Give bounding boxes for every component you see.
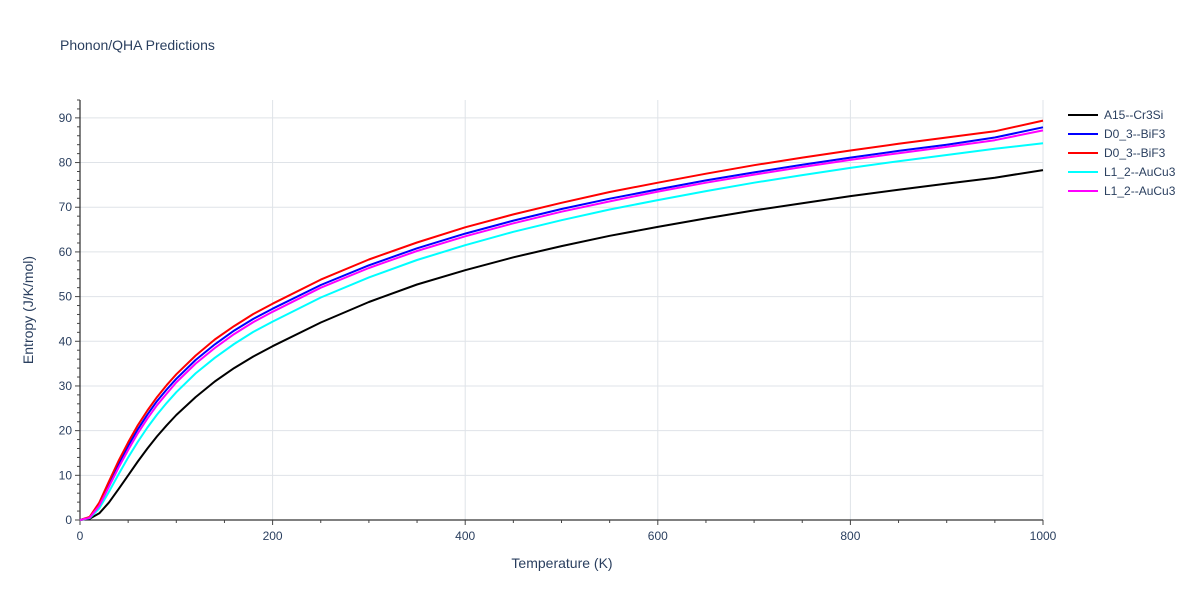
- series-line-3: [79, 142, 1044, 521]
- x-tick-label: 400: [455, 529, 475, 543]
- series-line-4: [79, 129, 1044, 521]
- x-tick-label: 600: [648, 529, 668, 543]
- x-tick-label: 200: [263, 529, 283, 543]
- series-line-2: [79, 119, 1044, 521]
- axes: 0 200 400 600 800 1000 0 10 20 30 40 50 60 70 80 90: [59, 99, 1057, 543]
- y-tick-label: 0: [65, 513, 72, 527]
- legend-label: A15--Cr3Si: [1104, 108, 1163, 122]
- y-tick-label: 80: [59, 156, 73, 170]
- legend-item-4[interactable]: L1_2--AuCu3: [1068, 184, 1176, 198]
- series-line-1: [79, 126, 1044, 521]
- legend-item-1[interactable]: D0_3--BiF3: [1068, 127, 1166, 141]
- y-tick-label: 50: [59, 290, 73, 304]
- legend-item-3[interactable]: L1_2--AuCu3: [1068, 165, 1176, 179]
- legend-label: D0_3--BiF3: [1104, 146, 1166, 160]
- plot-area: [79, 119, 1044, 521]
- x-axis-title: Temperature (K): [511, 555, 612, 571]
- x-tick-label: 1000: [1030, 529, 1057, 543]
- y-tick-label: 30: [59, 379, 73, 393]
- legend-item-2[interactable]: D0_3--BiF3: [1068, 146, 1166, 160]
- legend-item-0[interactable]: A15--Cr3Si: [1068, 108, 1163, 122]
- series-line-0: [79, 169, 1044, 521]
- y-tick-label: 60: [59, 245, 73, 259]
- y-tick-label: 70: [59, 200, 73, 214]
- legend-label: L1_2--AuCu3: [1104, 165, 1176, 179]
- gridlines: [80, 100, 1044, 520]
- legend-label: L1_2--AuCu3: [1104, 184, 1176, 198]
- legend-label: D0_3--BiF3: [1104, 127, 1166, 141]
- legend: A15--Cr3Si D0_3--BiF3 D0_3--BiF3 L1_2--AuCu…: [1068, 108, 1176, 198]
- chart-title: Phonon/QHA Predictions: [60, 37, 215, 53]
- y-tick-label: 90: [59, 111, 73, 125]
- y-tick-label: 10: [59, 468, 73, 482]
- x-tick-label: 0: [77, 529, 84, 543]
- y-tick-label: 20: [59, 424, 73, 438]
- y-axis-title: Entropy (J/K/mol): [20, 256, 36, 364]
- x-tick-label: 800: [840, 529, 860, 543]
- y-tick-label: 40: [59, 334, 73, 348]
